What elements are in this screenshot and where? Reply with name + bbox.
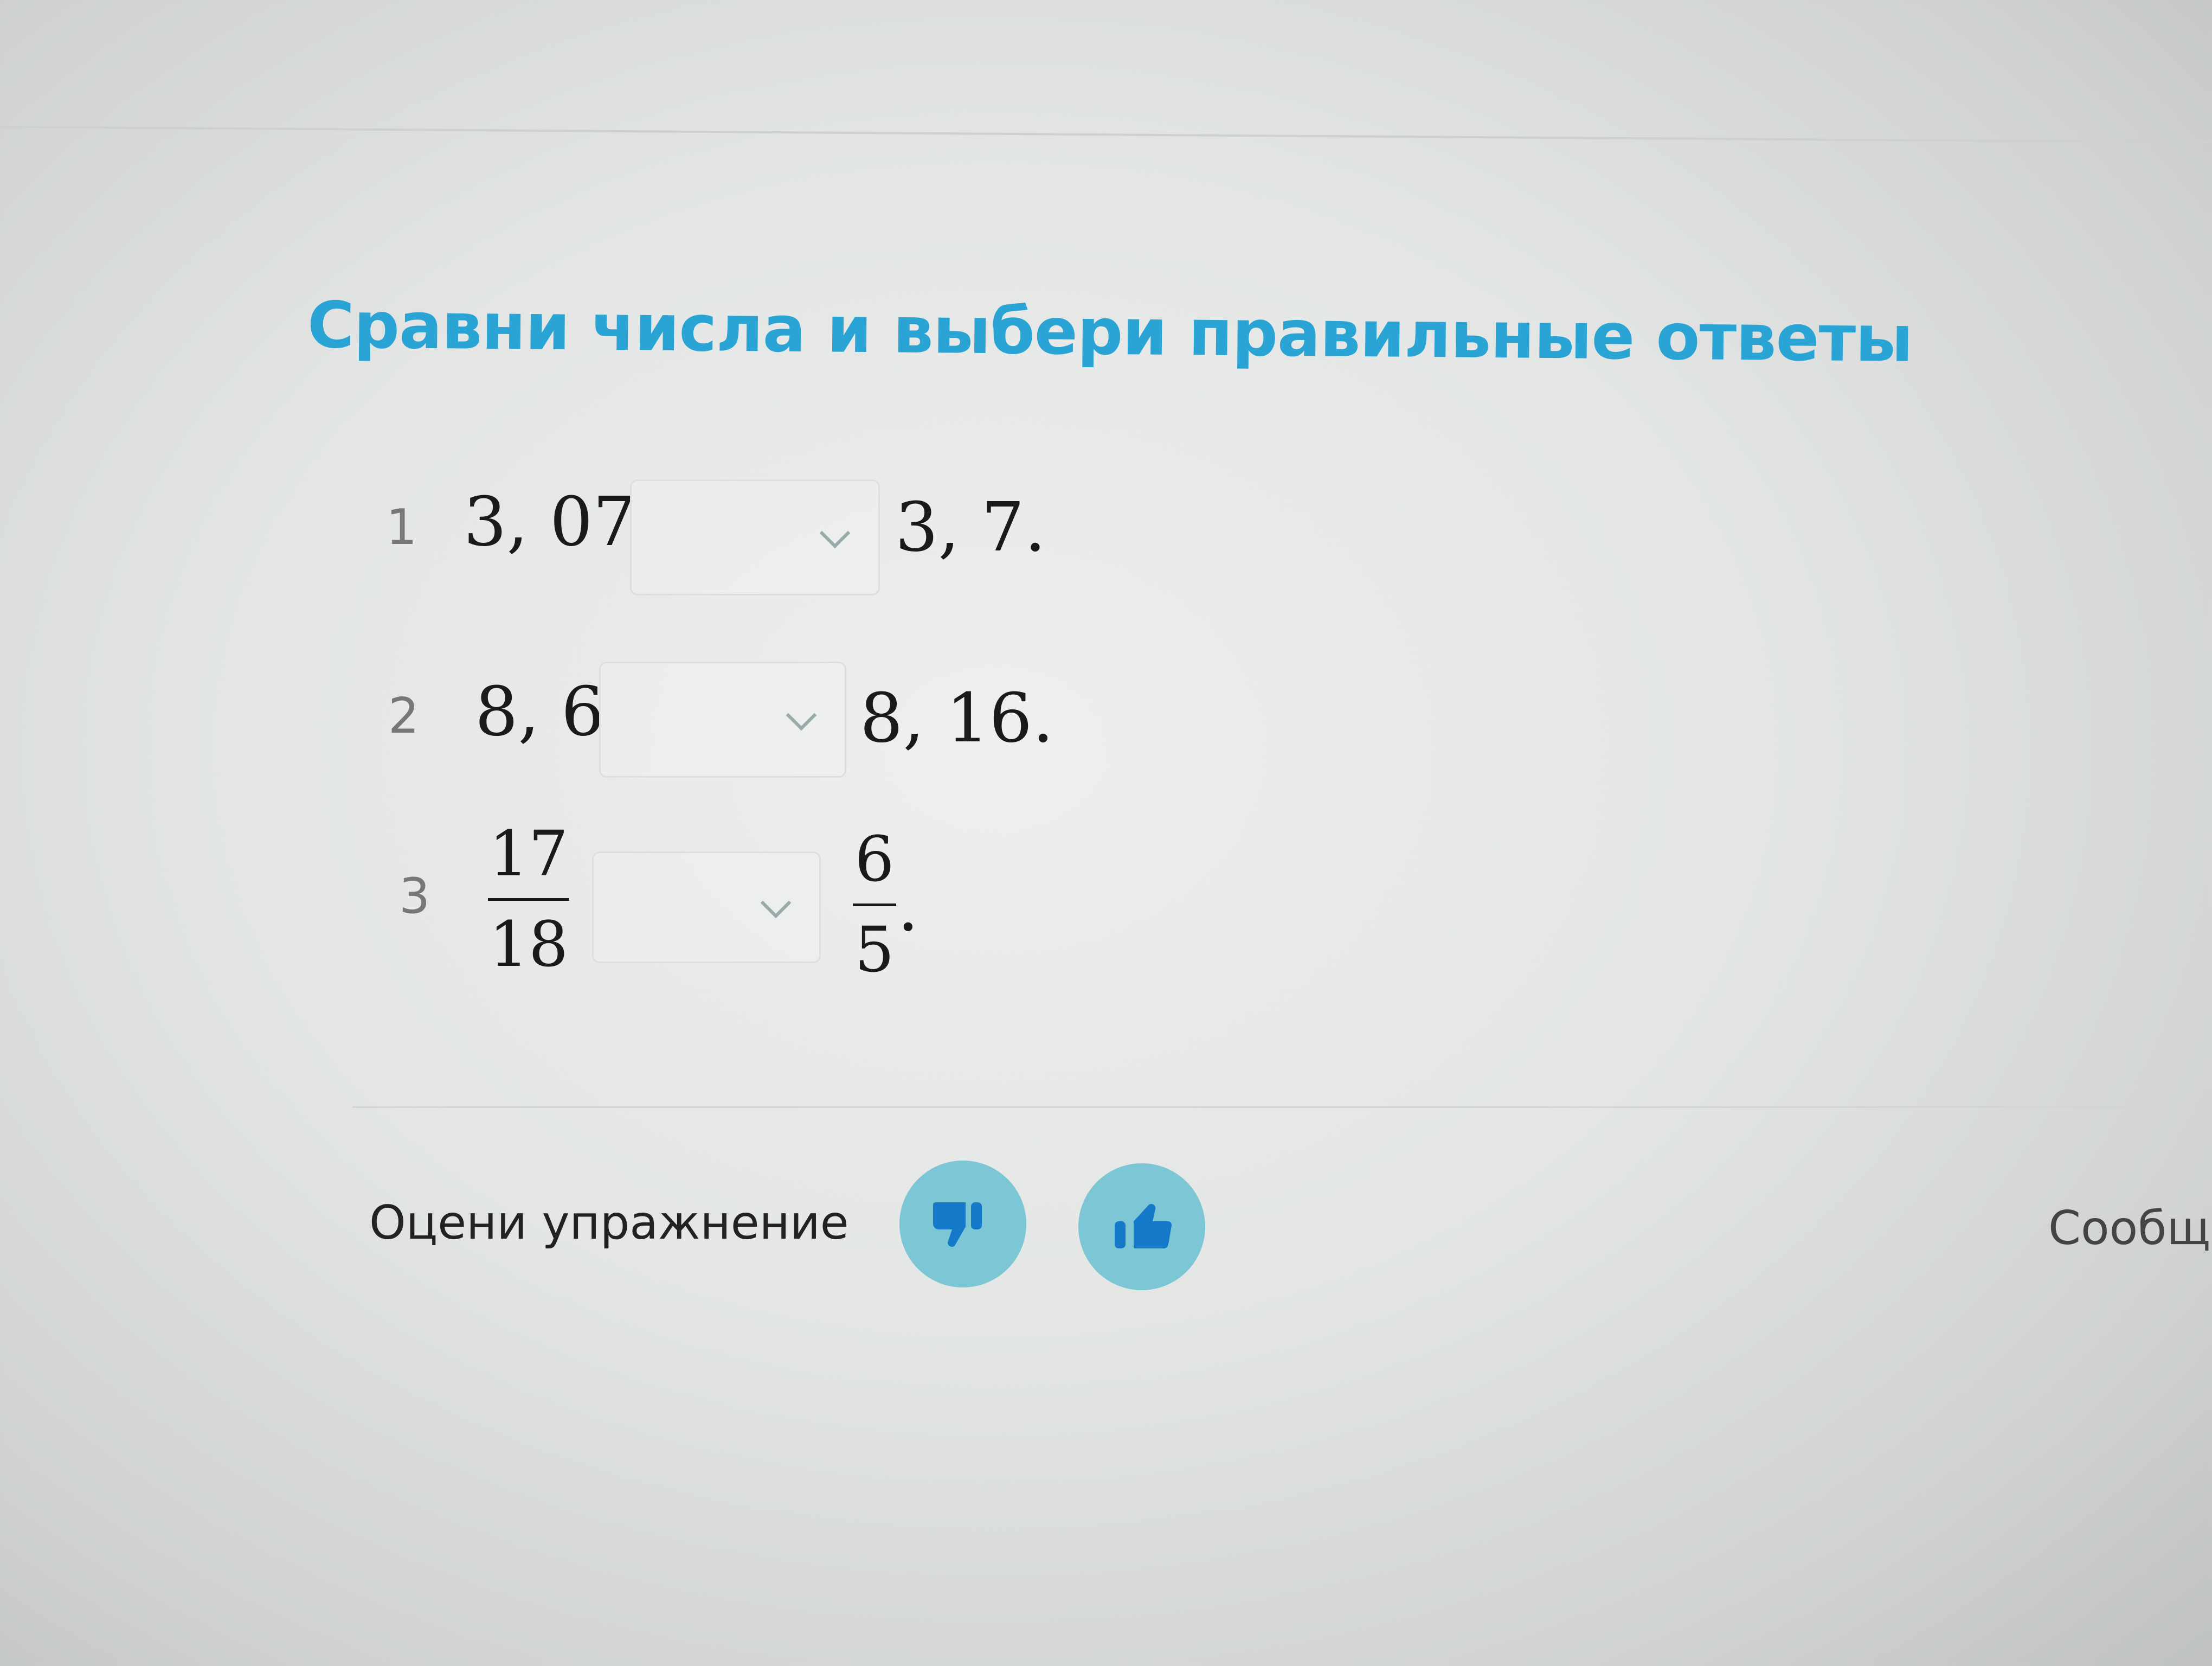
- left-fraction: 17 18: [488, 813, 569, 985]
- chevron-down-icon: [786, 700, 817, 731]
- comparison-row-3: 3 17 18 6 5 .: [0, 813, 2212, 986]
- period: .: [897, 868, 919, 946]
- left-value: 8, 6: [475, 672, 605, 751]
- right-fraction: 6 5: [853, 819, 896, 991]
- like-button[interactable]: [1078, 1163, 1205, 1290]
- thumbs-up-icon: [1115, 1203, 1172, 1248]
- denominator: 5: [854, 914, 895, 986]
- numerator: 17: [488, 818, 569, 890]
- left-value: 3, 07: [464, 483, 636, 561]
- chevron-down-icon: [760, 887, 792, 919]
- rate-label: Оцени упражнение: [369, 1196, 849, 1250]
- right-value: 8, 16.: [860, 679, 1054, 758]
- comparison-row-2: 2 8, 6 8, 16.: [0, 651, 2212, 792]
- report-link[interactable]: Сообщи: [2048, 1201, 2212, 1255]
- header-divider: [0, 126, 2212, 144]
- footer-divider: [352, 1106, 2212, 1108]
- comparison-select[interactable]: [630, 479, 880, 595]
- thumbs-down-icon: [933, 1202, 982, 1247]
- comparison-select[interactable]: [599, 662, 846, 778]
- fraction-bar: [488, 898, 569, 901]
- exercise-title: Сравни числа и выбери правильные ответы: [307, 287, 1913, 376]
- numerator: 6: [854, 823, 895, 896]
- row-number: 1: [386, 499, 417, 556]
- denominator: 18: [488, 908, 569, 981]
- comparison-row-1: 1 3, 07 3, 7.: [0, 466, 2212, 607]
- right-value: 3, 7.: [895, 488, 1046, 567]
- row-number: 2: [388, 688, 420, 745]
- comparison-select[interactable]: [592, 851, 821, 963]
- fraction-bar: [853, 904, 896, 906]
- dislike-button[interactable]: [899, 1161, 1026, 1287]
- row-number: 3: [399, 868, 430, 925]
- chevron-down-icon: [819, 517, 851, 549]
